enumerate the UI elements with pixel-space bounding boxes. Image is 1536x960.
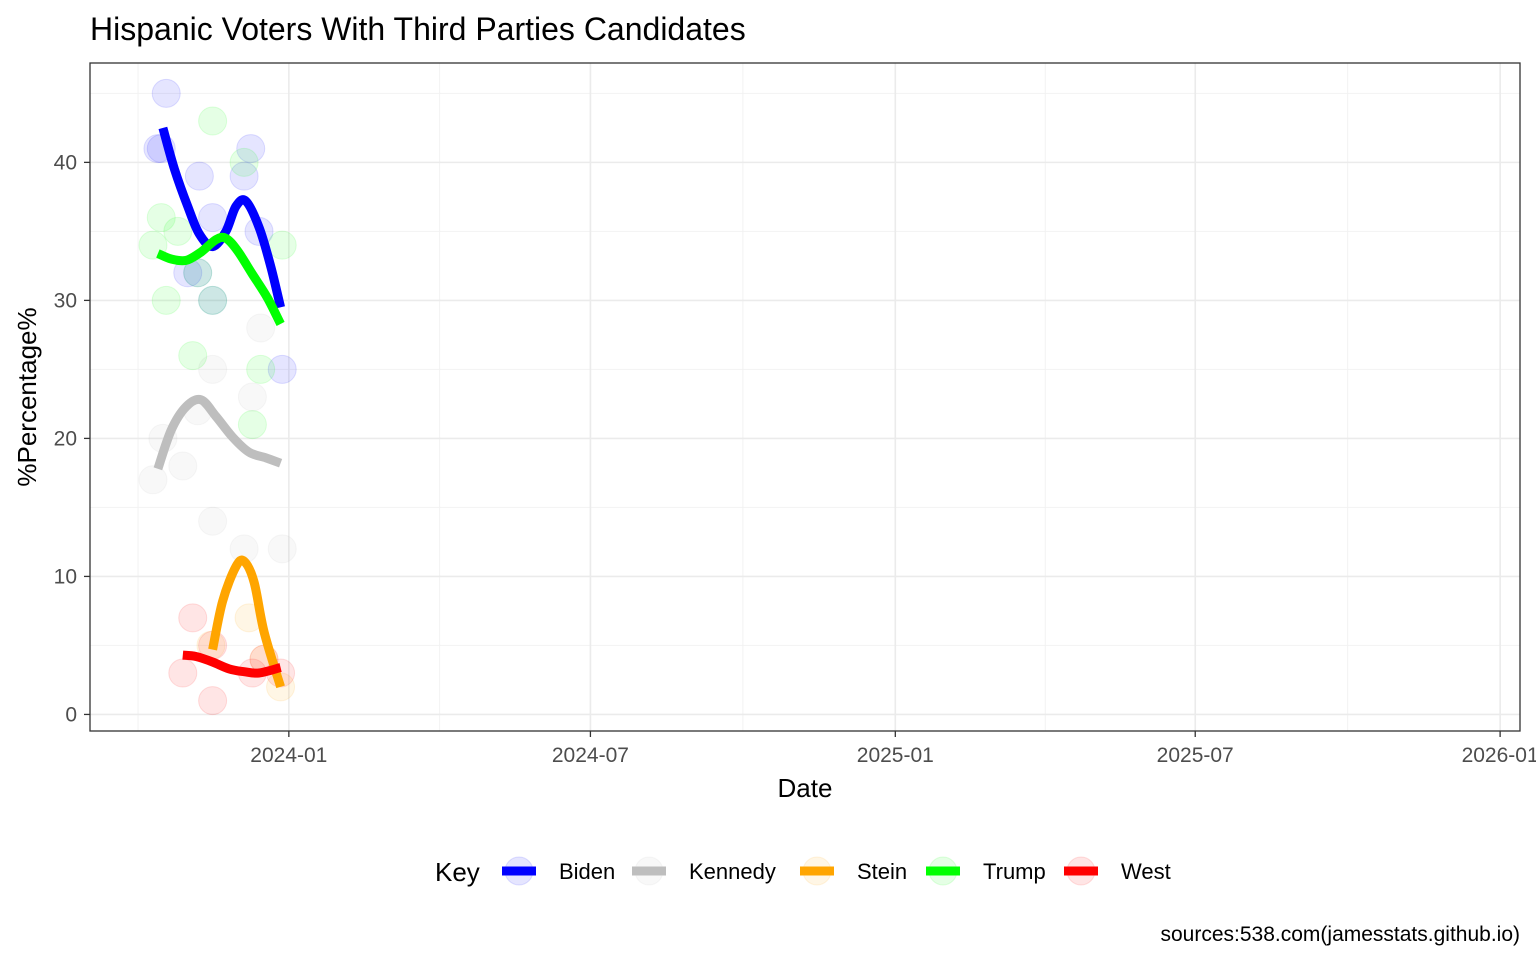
trend-lines	[153, 126, 285, 689]
point-trump	[178, 341, 208, 371]
point-kennedy	[198, 506, 228, 536]
point-kennedy	[246, 313, 276, 343]
legend-label: Trump	[983, 859, 1046, 884]
point-kennedy	[198, 354, 228, 384]
panel-border	[89, 62, 1521, 732]
panel-background	[90, 63, 1520, 731]
point-kennedy	[267, 534, 297, 564]
legend-item-west: West	[1064, 856, 1171, 886]
point-biden	[184, 161, 214, 191]
x-tick-label: 2025-07	[1157, 744, 1234, 767]
point-biden	[151, 78, 181, 108]
point-trump	[229, 147, 259, 177]
point-trump	[267, 230, 297, 260]
point-biden	[198, 203, 228, 233]
y-tick-label: 20	[54, 427, 77, 450]
point-west	[168, 658, 198, 688]
legend-item-trump: Trump	[926, 856, 1046, 886]
x-tick-label: 2024-01	[250, 744, 327, 767]
trend-line-biden	[158, 126, 285, 309]
scatter-points	[138, 78, 297, 716]
legend-label: Biden	[559, 859, 615, 884]
point-west	[178, 603, 208, 633]
y-tick-label: 0	[65, 703, 77, 726]
point-west	[198, 686, 228, 716]
y-axis-title: %Percentage%	[12, 307, 42, 486]
point-trump	[151, 285, 181, 315]
point-trump	[198, 285, 228, 315]
legend-item-biden: Biden	[502, 856, 615, 886]
caption: sources:538.com(jamesstats.github.io)	[1161, 923, 1521, 946]
y-tick-label: 10	[54, 565, 77, 588]
point-trump	[246, 354, 276, 384]
point-kennedy	[138, 465, 168, 495]
point-kennedy	[168, 451, 198, 481]
legend-title: Key	[435, 857, 480, 887]
legend-label: West	[1121, 859, 1171, 884]
chart-title: Hispanic Voters With Third Parties Candi…	[90, 11, 746, 47]
x-axis: 2024-01 2024-07 2025-01 2025-07 2026-01	[250, 731, 1536, 767]
legend-item-stein: Stein	[800, 856, 907, 886]
legend-label: Stein	[857, 859, 907, 884]
trend-line-trump	[156, 232, 285, 326]
trend-line-stein	[208, 555, 285, 689]
trend-line-west	[182, 650, 282, 678]
x-axis-title: Date	[778, 773, 833, 803]
legend: Key Biden Kennedy Stein Trump West	[435, 856, 1171, 887]
point-trump	[198, 106, 228, 136]
point-trump	[163, 216, 193, 246]
x-tick-label: 2026-01	[1462, 744, 1536, 767]
y-tick-label: 40	[54, 151, 77, 174]
legend-item-kennedy: Kennedy	[632, 856, 776, 886]
point-biden	[198, 285, 228, 315]
trend-line-kennedy	[153, 394, 283, 471]
x-tick-label: 2025-01	[857, 744, 934, 767]
point-trump	[237, 410, 267, 440]
grid	[90, 63, 1520, 731]
y-axis: 0 10 20 30 40	[54, 151, 90, 726]
point-biden	[236, 134, 266, 164]
point-trump	[146, 203, 176, 233]
y-tick-label: 30	[54, 289, 77, 312]
legend-label: Kennedy	[689, 859, 776, 884]
point-kennedy	[237, 382, 267, 412]
point-biden	[267, 354, 297, 384]
x-tick-label: 2024-07	[552, 744, 629, 767]
point-biden	[229, 161, 259, 191]
